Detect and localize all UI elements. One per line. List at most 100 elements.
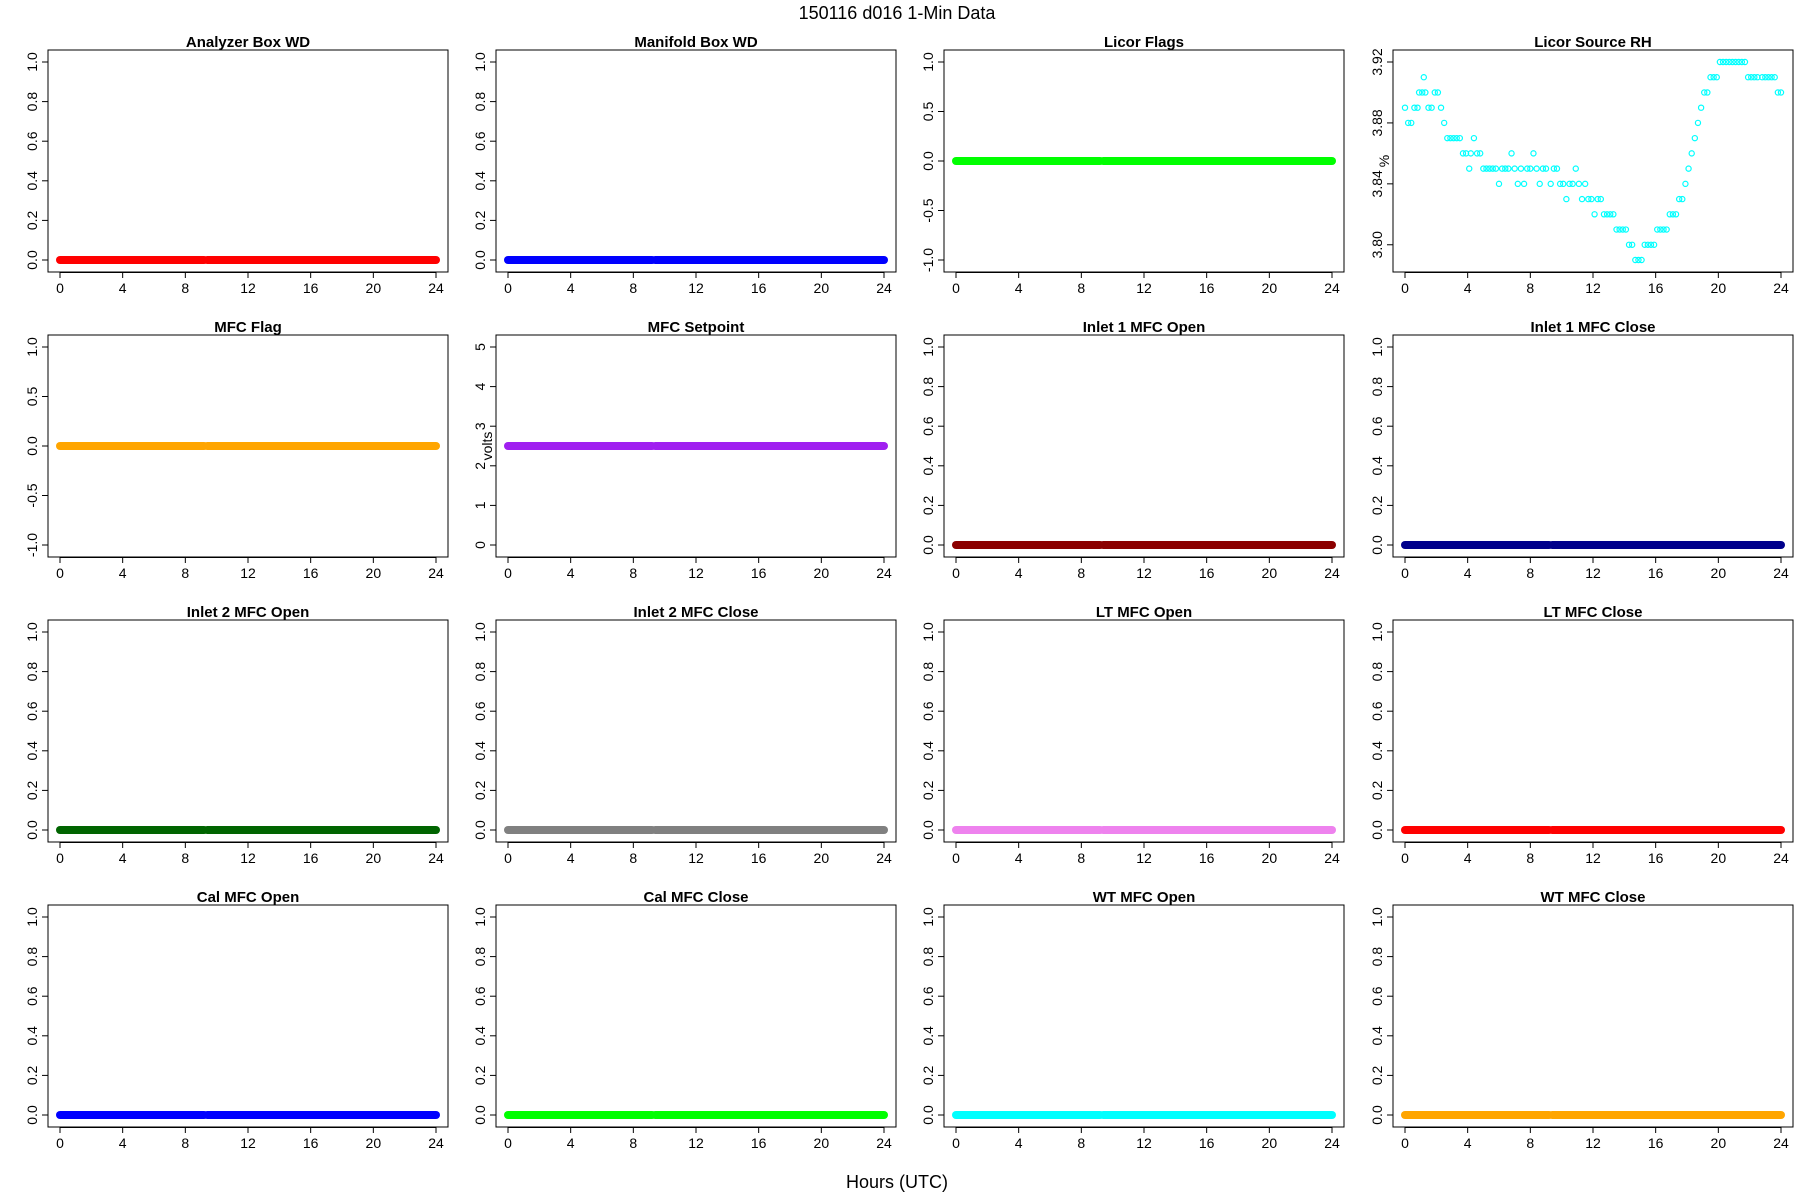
data-point xyxy=(1685,165,1692,172)
y-tick-label: 0.8 xyxy=(1369,377,1385,397)
x-tick-label: 20 xyxy=(814,850,830,866)
x-tick-label: 8 xyxy=(629,565,637,581)
data-point xyxy=(1738,58,1746,66)
data-point xyxy=(1428,104,1435,111)
data-point xyxy=(1542,165,1550,172)
x-tick-label: 4 xyxy=(1015,280,1023,296)
data-point xyxy=(1675,195,1683,203)
chart-panel: MFC Flag 0 4 8 12 16 20 24 -1.0 -0.5 0.0 0.5 1.0 xyxy=(24,319,449,581)
data-point xyxy=(1613,226,1620,233)
data-point xyxy=(1502,165,1509,172)
data-point xyxy=(1467,150,1475,157)
data-point xyxy=(1539,165,1547,172)
data-point xyxy=(1440,119,1448,127)
panel-title: WT MFC Close xyxy=(1541,889,1646,906)
data-point xyxy=(1694,119,1702,127)
x-tick-label: 4 xyxy=(119,280,127,296)
data-point xyxy=(1713,74,1720,81)
data-point xyxy=(1489,165,1496,172)
y-tick-label: 1.0 xyxy=(920,337,936,357)
data-point xyxy=(1444,134,1451,142)
y-axis-label: % xyxy=(1376,155,1392,167)
x-tick-label: 8 xyxy=(1077,850,1085,866)
data-point xyxy=(1657,226,1664,233)
y-tick-label: 0.2 xyxy=(920,495,936,515)
y-tick-label: 0.8 xyxy=(920,662,936,682)
data-point xyxy=(1437,104,1445,111)
data-point xyxy=(1744,74,1752,81)
data-point xyxy=(1597,195,1605,203)
x-tick-label: 12 xyxy=(1136,1135,1152,1151)
panel-title: MFC Setpoint xyxy=(648,319,745,336)
y-tick-label: 1.0 xyxy=(472,622,488,642)
panel-title: Inlet 1 MFC Open xyxy=(1083,319,1206,336)
data-point xyxy=(1466,165,1473,172)
x-tick-label: 4 xyxy=(1464,565,1472,581)
y-tick-label: 3 xyxy=(472,422,488,430)
x-tick-label: 0 xyxy=(504,565,512,581)
data-point xyxy=(1453,134,1460,142)
x-tick-label: 12 xyxy=(240,280,256,296)
x-tick-label: 16 xyxy=(303,280,319,296)
x-tick-label: 4 xyxy=(1464,850,1472,866)
y-tick-label: 0.5 xyxy=(24,387,40,407)
y-tick-label: 0.4 xyxy=(24,171,40,191)
chart-panel: Cal MFC Open 0 4 8 12 16 20 24 0.0 0.2 0.4 0.6 0.8 1.… xyxy=(24,889,449,1151)
data-point xyxy=(1572,165,1579,172)
y-tick-label: 0.0 xyxy=(472,250,488,270)
y-tick-label: 0.2 xyxy=(1369,495,1385,515)
data-point xyxy=(1748,74,1755,81)
data-point xyxy=(1588,195,1595,203)
y-tick-label: 4 xyxy=(472,382,488,390)
data-point xyxy=(1635,256,1642,264)
panel-title: Licor Flags xyxy=(1104,34,1184,51)
data-point xyxy=(1707,74,1714,81)
data-point xyxy=(1688,150,1695,157)
y-tick-label: 1.0 xyxy=(1369,907,1385,927)
panel-title: Analyzer Box WD xyxy=(186,34,310,51)
x-tick-label: 20 xyxy=(366,280,382,296)
x-tick-label: 0 xyxy=(1401,565,1409,581)
chart-panel: Manifold Box WD 0 4 8 12 16 20 24 0.0 0.2 0.4 0.6 0.… xyxy=(472,34,897,296)
data-point xyxy=(1401,104,1409,111)
y-tick-label: 0.8 xyxy=(1369,947,1385,967)
y-tick-label: 0.8 xyxy=(24,947,40,967)
y-tick-label: 0.2 xyxy=(920,1065,936,1085)
data-point xyxy=(1729,58,1736,66)
data-point xyxy=(1710,74,1717,81)
y-tick-label: 0.6 xyxy=(920,701,936,721)
data-point xyxy=(1650,241,1658,248)
panel-title: Inlet 2 MFC Open xyxy=(187,604,310,621)
data-point xyxy=(1530,150,1537,157)
y-tick-label: 0.6 xyxy=(24,986,40,1006)
y-tick-label: 1.0 xyxy=(24,622,40,642)
data-point xyxy=(1563,195,1570,203)
data-point xyxy=(1575,180,1583,188)
data-point xyxy=(1550,165,1558,172)
x-tick-label: 4 xyxy=(1015,565,1023,581)
data-point xyxy=(1431,89,1438,96)
x-tick-label: 20 xyxy=(1711,280,1727,296)
data-point xyxy=(1425,104,1432,111)
x-tick-label: 4 xyxy=(1464,280,1472,296)
data-point xyxy=(1701,89,1708,96)
data-point xyxy=(1492,165,1500,172)
x-tick-label: 12 xyxy=(240,850,256,866)
data-point xyxy=(1619,226,1626,233)
y-tick-label: 0.8 xyxy=(1369,662,1385,682)
x-tick-label: 0 xyxy=(1401,280,1409,296)
y-tick-label: 0.2 xyxy=(24,780,40,800)
y-tick-label: 0.4 xyxy=(24,1026,40,1046)
data-point xyxy=(1672,211,1680,218)
data-point xyxy=(1578,195,1586,203)
x-tick-label: 24 xyxy=(876,1135,892,1151)
data-point xyxy=(1483,165,1490,172)
y-tick-label: 0.4 xyxy=(920,741,936,761)
data-point xyxy=(1632,256,1639,264)
x-tick-label: 20 xyxy=(1711,565,1727,581)
data-point xyxy=(1704,89,1711,96)
x-tick-label: 24 xyxy=(1773,1135,1789,1151)
y-tick-label: 3.80 xyxy=(1369,231,1385,258)
